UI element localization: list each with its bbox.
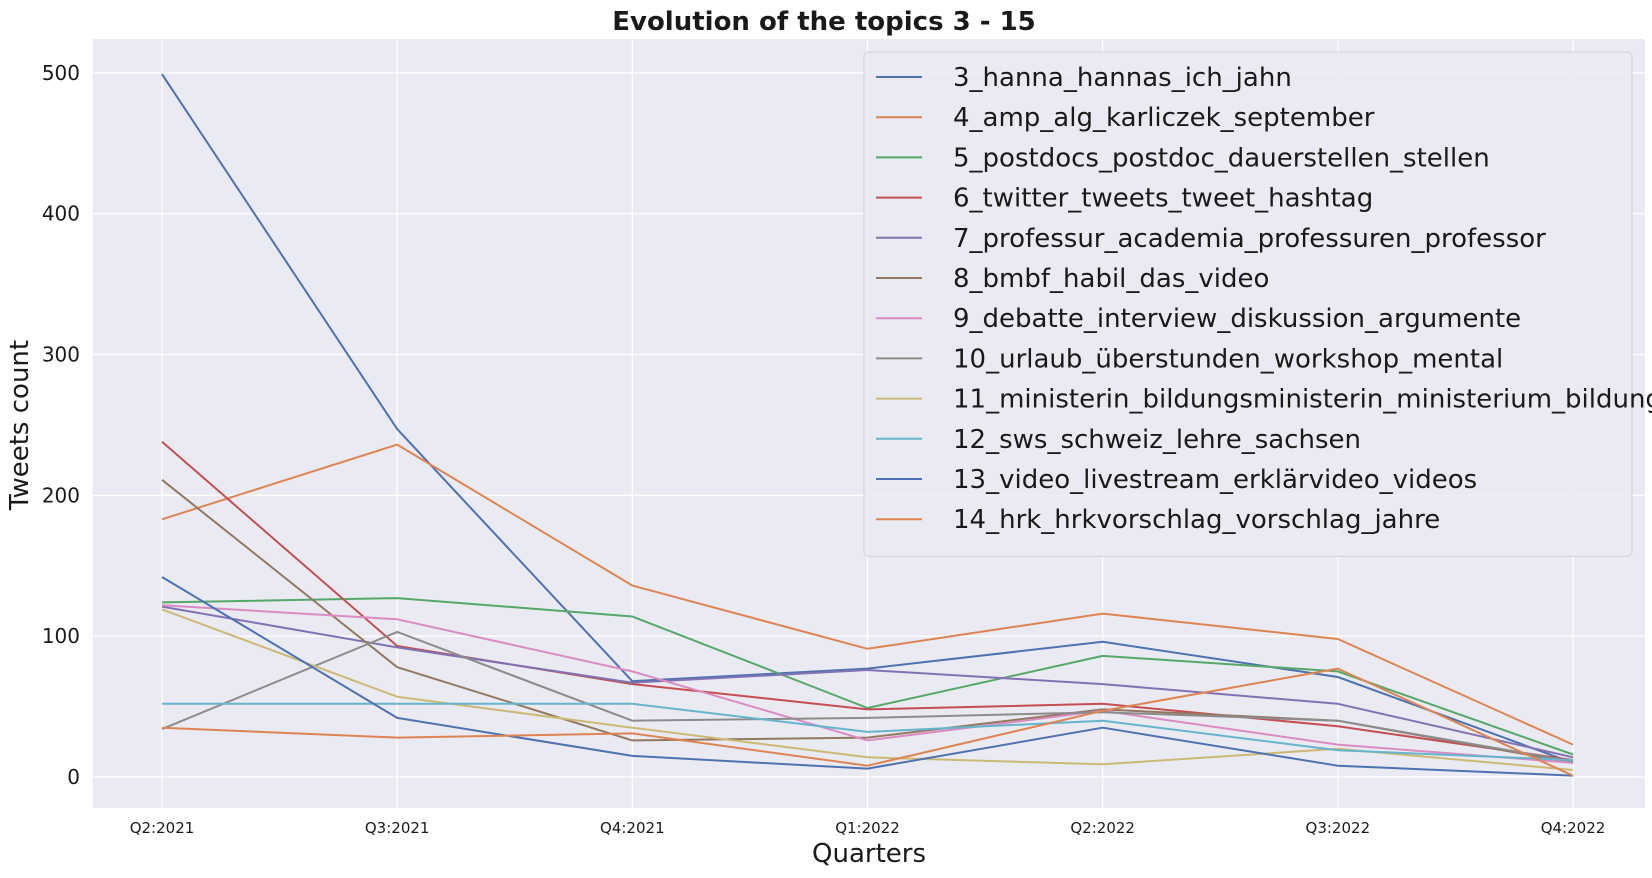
x-tick-label: Q2:2021: [130, 819, 195, 837]
legend-entry: 8_bmbf_habil_das_video: [953, 264, 1269, 294]
series-line-11: [161, 576, 1574, 777]
legend-entry: 7_professur_academia_professuren_profess…: [953, 224, 1546, 254]
legend-frame: [863, 51, 1633, 557]
y-tick-label: 200: [42, 483, 80, 507]
legend-entry: 13_video_livestream_erklärvideo_videos: [953, 465, 1477, 495]
series-line-4: [161, 441, 1574, 762]
y-tick-label: 300: [42, 342, 80, 366]
x-axis-label: Quarters: [812, 839, 926, 869]
y-axis-ticks: 0 100 200 300 400 500: [42, 61, 80, 789]
series-line-2: [161, 443, 1574, 746]
x-tick-label: Q1:2022: [835, 819, 900, 837]
y-tick-label: 500: [42, 61, 80, 85]
y-tick-label: 100: [42, 624, 80, 648]
x-tick-label: Q4:2022: [1541, 819, 1606, 837]
legend-entry: 5_postdocs_postdoc_dauerstellen_stellen: [953, 143, 1490, 173]
series-line-7: [161, 604, 1574, 764]
series-lines: [161, 73, 1574, 777]
legend-entry: 14_hrk_hrkvorschlag_vorschlag_jahre: [953, 505, 1440, 535]
series-line-10: [162, 702, 1574, 762]
series-line-12: [161, 667, 1574, 777]
legend-entry: 12_sws_schweiz_lehre_sachsen: [953, 425, 1361, 455]
y-axis-label: Tweets count: [5, 340, 35, 511]
chart-title: Evolution of the topics 3 - 15: [612, 7, 1036, 37]
x-tick-label: Q3:2022: [1306, 819, 1371, 837]
x-tick-label: Q2:2022: [1070, 819, 1135, 837]
x-tick-label: Q4:2021: [600, 819, 665, 837]
series-line-3: [161, 597, 1574, 756]
legend: 3_hanna_hannas_ich_jahn 4_amp_alg_karlicz…: [863, 51, 1652, 557]
series-line-1: [161, 73, 1574, 764]
x-axis-ticks: Q2:2021 Q3:2021 Q4:2021 Q1:2022 Q2:2022 Q3:20…: [130, 819, 1606, 837]
legend-entry: 4_amp_alg_karliczek_september: [953, 103, 1375, 133]
legend-entry: 10_urlaub_überstunden_workshop_mental: [953, 344, 1503, 374]
legend-entry: 9_debatte_interview_diskussion_argumente: [953, 304, 1521, 334]
series-line-9: [161, 608, 1574, 771]
legend-entry: 3_hanna_hannas_ich_jahn: [953, 63, 1292, 93]
x-tick-label: Q3:2021: [365, 819, 430, 837]
series-line-5: [161, 605, 1574, 759]
y-tick-label: 0: [67, 765, 80, 789]
series-line-8: [161, 630, 1574, 763]
legend-entry: 11_ministerin_bildungsministerin_ministe…: [953, 385, 1652, 415]
legend-entry: 6_twitter_tweets_tweet_hashtag: [953, 184, 1373, 214]
y-tick-label: 400: [42, 202, 80, 226]
